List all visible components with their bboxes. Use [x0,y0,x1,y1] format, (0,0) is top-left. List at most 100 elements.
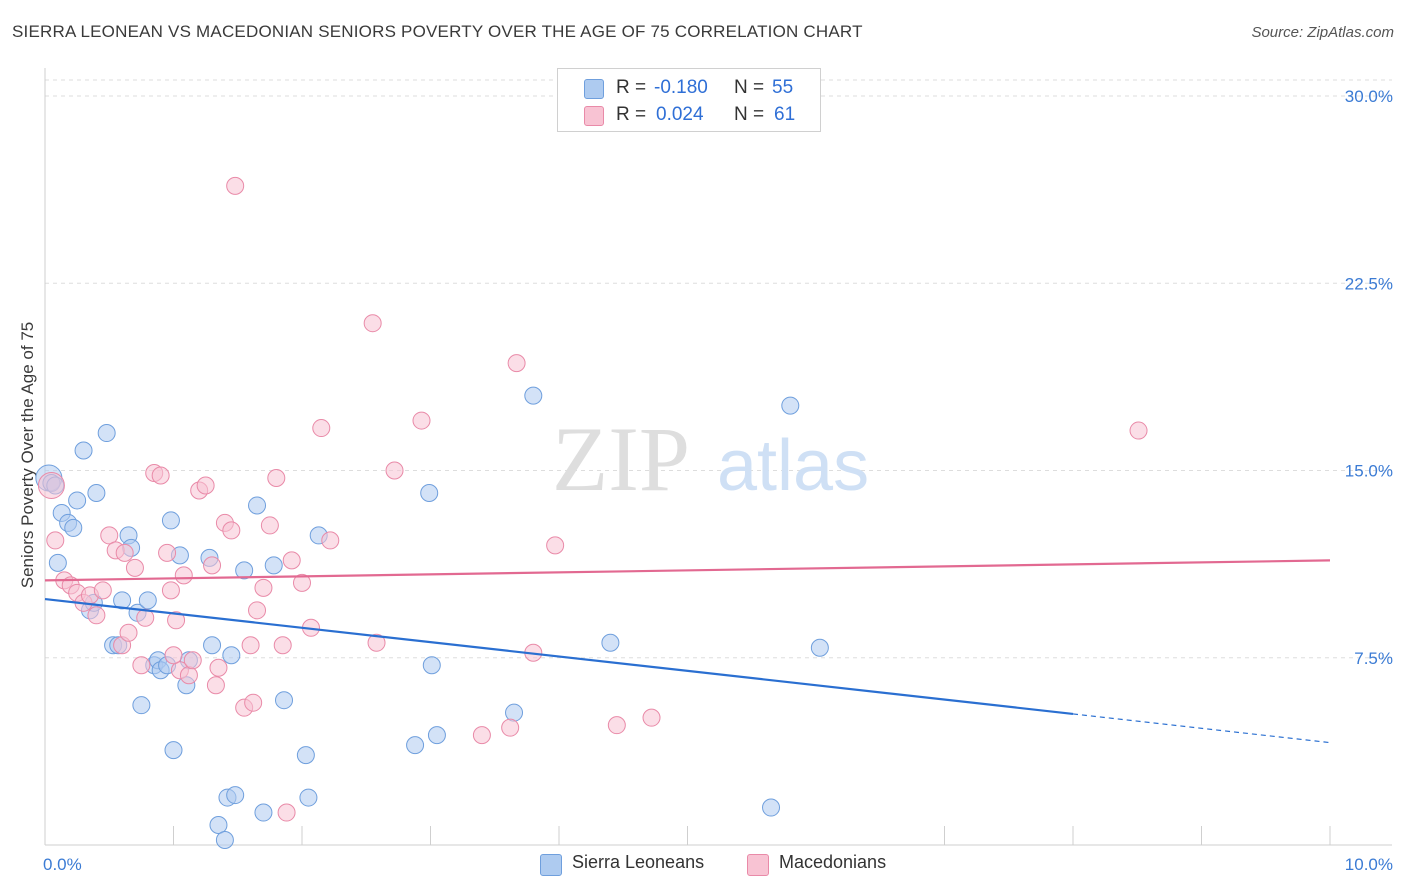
point-sierra-leonean [132,696,151,715]
point-macedonian [100,526,119,545]
y-tick-label: 22.5% [1345,274,1393,293]
point-macedonian [164,646,183,665]
point-macedonian [196,476,215,495]
point-macedonian [179,666,198,685]
point-sierra-leonean [254,803,273,822]
trend-lines [44,559,1331,744]
point-macedonian [244,693,263,712]
point-macedonian [158,543,177,562]
point-macedonian [642,708,661,727]
point-sierra-leonean [275,691,294,710]
point-macedonian [203,556,222,575]
point-macedonian [273,636,292,655]
point-macedonian [293,573,311,592]
point-macedonian [385,461,404,480]
point-macedonian [501,718,520,737]
point-sierra-leonean [296,746,315,765]
point-sierra-leonean [87,483,106,502]
chart-title: SIERRA LEONEAN VS MACEDONIAN SENIORS POV… [12,22,863,41]
point-macedonian [507,354,526,373]
point-macedonian [267,468,286,487]
x-tick-label: 0.0% [43,855,82,874]
legend-r-value: -0.180 [654,77,708,98]
trend-line-sierra-leoneans [44,597,1074,716]
point-sierra-leonean [74,441,93,460]
legend-r-label: R = [616,104,647,125]
point-sierra-leonean [406,736,425,755]
point-macedonian [183,651,202,670]
point-sierra-leonean [422,656,441,675]
point-macedonian [46,531,65,550]
point-sierra-leonean [524,386,543,405]
bottom-legend-swatch [747,854,769,876]
legend-r-value: 0.024 [656,104,704,125]
point-sierra-leonean [299,788,318,807]
point-macedonian [472,726,491,745]
watermark-atlas: atlas [717,426,869,506]
point-macedonian [241,636,260,655]
bottom-legend-label: Macedonians [779,852,887,872]
x-tick-label: 10.0% [1345,855,1393,874]
point-macedonian [321,531,340,550]
point-sierra-leonean [97,424,116,443]
point-macedonian [167,611,186,630]
legend-n-label: N = [734,104,765,125]
source-label: Source: ZipAtlas.com [1251,24,1394,41]
point-sierra-leonean [420,483,439,502]
point-sierra-leonean [781,396,800,415]
legend-swatch-sierra-leoneans [584,79,604,99]
point-macedonian [161,581,180,600]
legend-r-label: R = [616,77,647,98]
point-macedonian [367,633,386,652]
data-points [35,176,1148,850]
y-tick-label: 15.0% [1345,462,1393,481]
point-sierra-leonean [810,638,829,657]
point-sierra-leonean [505,703,524,722]
point-sierra-leonean [138,591,157,610]
point-macedonian [174,566,193,585]
point-sierra-leonean [64,518,83,537]
point-macedonian [254,578,273,597]
point-macedonian [87,606,106,625]
point-macedonian [546,536,565,555]
trend-line-extension [1072,713,1331,744]
point-sierra-leonean [203,636,222,655]
point-sierra-leonean [215,831,234,850]
trend-line-macedonians [44,559,1331,582]
point-macedonian [282,551,301,570]
point-sierra-leonean [68,491,87,510]
point-macedonian [119,623,138,642]
legend-n-value: 61 [774,104,796,125]
point-macedonian [277,803,296,822]
point-macedonian [125,558,144,577]
bottom-legend-swatch [540,854,562,876]
point-macedonian [151,466,170,485]
watermark-zip: ZIP [552,408,690,510]
legend-row-macedonians: R = 0.024 N = 61 [558,102,820,128]
point-sierra-leonean [113,591,132,610]
point-macedonian [248,601,267,620]
point-sierra-leonean [248,496,267,515]
point-sierra-leonean [48,553,67,572]
point-macedonian [260,516,279,535]
point-sierra-leonean [161,511,180,530]
point-macedonian [363,314,382,333]
point-macedonian [607,716,626,735]
point-sierra-leonean [264,556,283,575]
point-sierra-leonean [427,726,446,745]
point-macedonian [209,658,228,677]
watermark: ZIP atlas [552,408,869,510]
point-macedonian [312,419,331,438]
point-macedonian [115,543,134,562]
point-macedonian [37,471,65,499]
point-macedonian [206,676,225,695]
point-sierra-leonean [601,633,620,652]
legend-n-label: N = [734,77,765,98]
point-sierra-leonean [762,798,781,817]
point-macedonian [93,581,112,600]
point-macedonian [1129,421,1148,440]
point-sierra-leonean [222,646,241,665]
stats-legend: R = -0.180 N = 55 R = 0.024 N = 61 [557,68,821,132]
y-tick-label: 30.0% [1345,87,1393,106]
point-sierra-leonean [164,741,183,760]
